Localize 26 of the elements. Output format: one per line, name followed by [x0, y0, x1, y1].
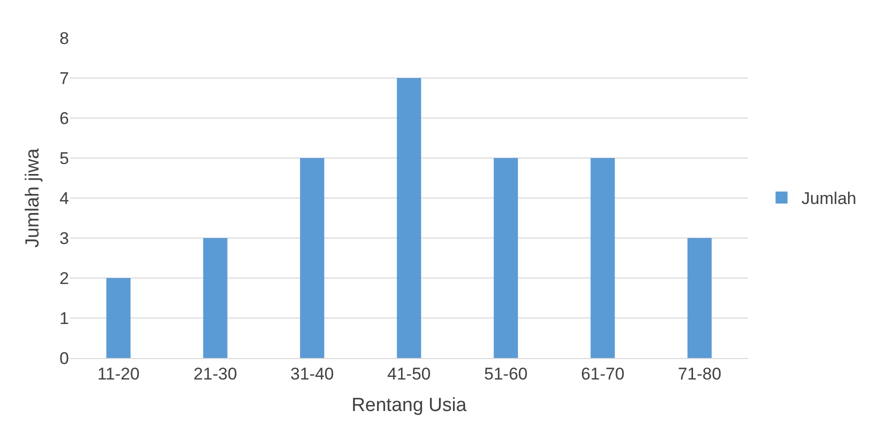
- bar: [687, 238, 712, 358]
- x-tick-label: 71-80: [678, 364, 722, 384]
- x-tick-label: 61-70: [580, 364, 624, 384]
- y-tick-label: 8: [60, 28, 69, 48]
- x-tick-label: 11-20: [97, 364, 140, 384]
- bar: [494, 158, 518, 358]
- x-axis-title: Rentang Usia: [351, 395, 467, 416]
- x-tick-label: 51-60: [484, 364, 528, 384]
- y-tick-label: 3: [60, 228, 69, 248]
- x-tick-label: 21-30: [194, 364, 238, 384]
- bar: [590, 158, 615, 358]
- y-tick-label: 6: [60, 108, 69, 128]
- x-tick-label: 41-50: [387, 364, 431, 384]
- y-tick-label: 4: [60, 188, 69, 208]
- y-tick-label: 2: [60, 268, 69, 288]
- y-tick-label: 7: [60, 68, 69, 88]
- bar: [396, 78, 422, 358]
- bar: [203, 238, 228, 358]
- legend-label: Jumlah: [802, 189, 856, 208]
- y-tick-label: 5: [60, 148, 69, 168]
- y-tick-label: 0: [60, 348, 69, 368]
- x-tick-label: 31-40: [290, 364, 334, 384]
- bar: [300, 158, 324, 358]
- y-axis-title: Jumlah jiwa: [22, 148, 44, 248]
- y-tick-label: 1: [60, 308, 69, 328]
- bar: [106, 278, 131, 358]
